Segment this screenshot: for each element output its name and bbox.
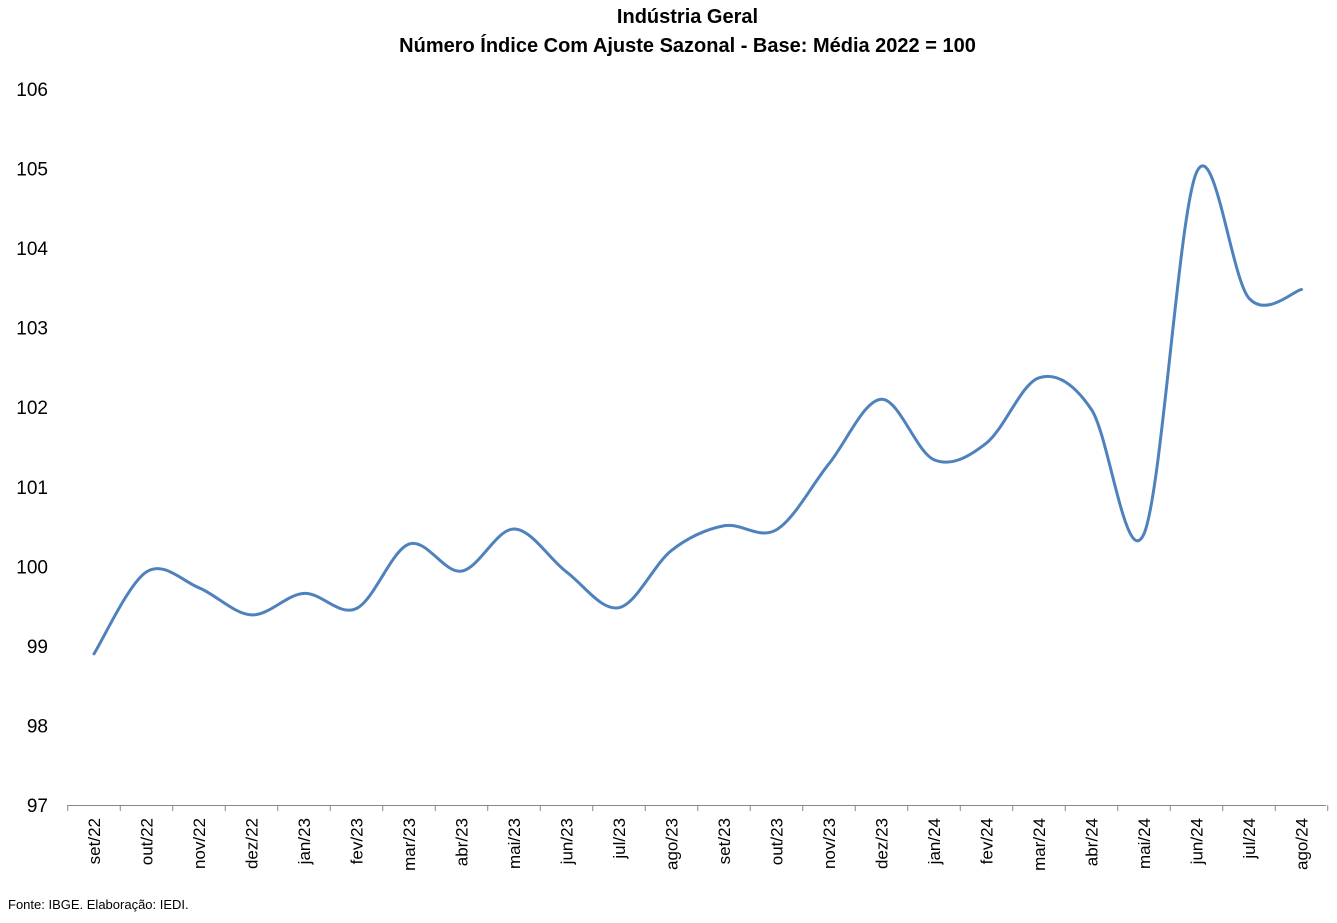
y-tick-label: 98 <box>27 716 48 737</box>
x-tick-label: dez/22 <box>243 818 262 869</box>
data-point <box>670 549 673 552</box>
data-point <box>1300 288 1303 291</box>
data-point <box>828 462 831 465</box>
x-tick-label: abr/24 <box>1083 818 1102 866</box>
y-tick-label: 103 <box>16 319 48 340</box>
data-point <box>250 613 253 616</box>
data-point <box>460 570 463 573</box>
y-tick-label: 104 <box>16 239 48 260</box>
y-tick-label: 102 <box>16 398 48 419</box>
chart-subtitle: Número Índice Com Ajuste Sazonal - Base:… <box>399 35 976 57</box>
series-layer <box>92 164 1303 656</box>
data-point <box>1248 297 1251 300</box>
x-tick-label: out/22 <box>138 818 157 865</box>
x-tick-label: jan/24 <box>925 818 944 865</box>
data-point <box>1038 376 1041 379</box>
data-point <box>1090 408 1093 411</box>
data-point <box>565 570 568 573</box>
data-point <box>93 652 96 655</box>
y-tick-label: 99 <box>27 637 48 658</box>
x-tick-label: ago/24 <box>1293 818 1312 870</box>
data-point <box>198 586 201 589</box>
y-tick-label: 101 <box>16 478 48 499</box>
series-line <box>92 164 1303 656</box>
data-point <box>408 543 411 546</box>
x-tick-label: abr/23 <box>453 818 472 866</box>
x-tick-label: fev/24 <box>978 818 997 864</box>
data-point <box>303 592 306 595</box>
x-tick-label: nov/23 <box>820 818 839 869</box>
x-tick-label: set/23 <box>715 818 734 864</box>
y-tick-label: 100 <box>16 557 48 578</box>
x-tick-label: dez/23 <box>873 818 892 869</box>
axes <box>67 805 1329 811</box>
x-tick-label: out/23 <box>768 818 787 865</box>
y-tick-label: 97 <box>27 796 48 817</box>
y-tick-label: 105 <box>16 160 48 181</box>
data-point <box>775 528 778 531</box>
data-point <box>513 527 516 530</box>
x-tick-label: jun/23 <box>558 818 577 865</box>
chart-title: Indústria Geral <box>616 6 759 28</box>
x-tick-label: mai/24 <box>1135 818 1154 869</box>
x-tick-label: mar/23 <box>400 818 419 871</box>
x-tick-label: jan/23 <box>295 818 314 865</box>
x-tick-label: mar/24 <box>1030 818 1049 871</box>
x-tick-label: nov/22 <box>190 818 209 869</box>
x-tick-label: fev/23 <box>348 818 367 864</box>
data-point <box>618 606 621 609</box>
y-axis-labels: 97 98 99 100 101 102 103 104 105 106 <box>16 80 48 817</box>
data-point <box>723 524 726 527</box>
data-point <box>355 607 358 610</box>
data-point <box>985 442 988 445</box>
x-tick-label: set/22 <box>85 818 104 864</box>
data-point <box>880 398 883 401</box>
x-tick-label: jul/23 <box>610 818 629 860</box>
x-tick-label: mai/23 <box>505 818 524 869</box>
source-note: Fonte: IBGE. Elaboração: IEDI. <box>8 897 189 912</box>
y-tick-label: 106 <box>16 80 48 101</box>
data-point <box>145 570 148 573</box>
data-point <box>933 458 936 461</box>
x-tick-label: jun/24 <box>1188 818 1207 865</box>
x-axis-labels: set/22 out/22 nov/22 dez/22 jan/23 fev/23 mar/… <box>85 818 1312 871</box>
data-point <box>1195 171 1198 174</box>
data-point <box>1143 532 1146 535</box>
x-tick-label: jul/24 <box>1240 818 1259 860</box>
x-tick-label: ago/23 <box>663 818 682 870</box>
